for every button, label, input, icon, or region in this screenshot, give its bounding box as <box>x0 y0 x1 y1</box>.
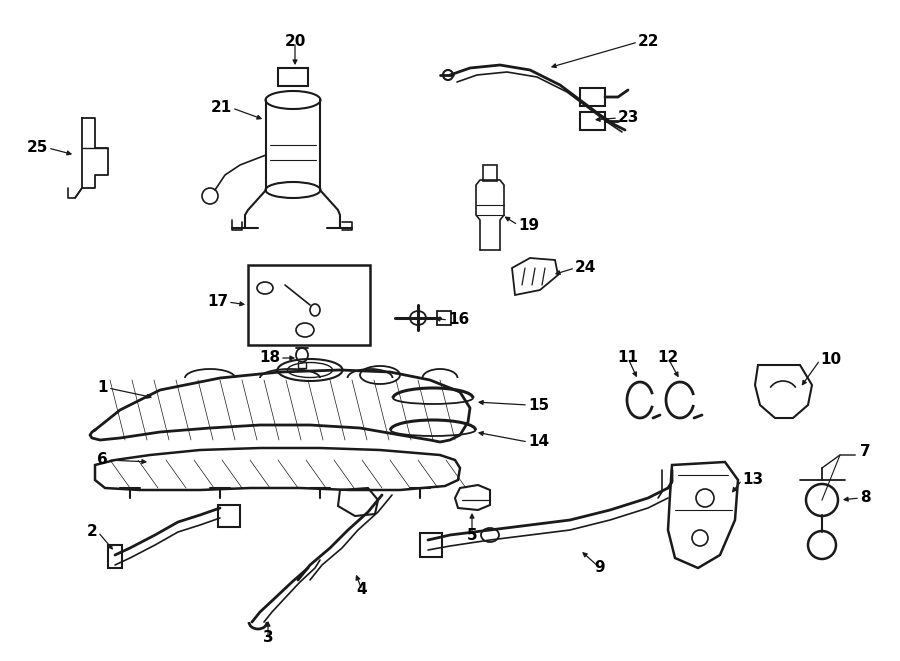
Text: 9: 9 <box>595 561 606 576</box>
Bar <box>218 505 240 527</box>
Text: 6: 6 <box>97 453 108 467</box>
Text: 21: 21 <box>211 100 232 116</box>
Text: 25: 25 <box>27 141 48 155</box>
Text: 18: 18 <box>259 350 280 366</box>
Text: 20: 20 <box>284 34 306 50</box>
Bar <box>278 68 308 86</box>
Text: 19: 19 <box>518 217 539 233</box>
Text: 14: 14 <box>528 434 549 449</box>
Bar <box>580 112 605 130</box>
Text: 3: 3 <box>263 631 274 646</box>
Text: 8: 8 <box>860 490 870 506</box>
Bar <box>580 88 605 106</box>
Text: 4: 4 <box>356 582 367 598</box>
Text: 23: 23 <box>618 110 639 126</box>
Text: 13: 13 <box>742 473 763 488</box>
Text: 12: 12 <box>657 350 679 366</box>
Text: 2: 2 <box>87 524 98 539</box>
Text: 10: 10 <box>820 352 842 368</box>
Text: 24: 24 <box>575 260 597 276</box>
Text: 5: 5 <box>467 527 477 543</box>
Bar <box>248 265 370 345</box>
Text: 7: 7 <box>860 444 870 459</box>
Bar <box>437 311 451 325</box>
Bar <box>420 533 442 557</box>
Text: 1: 1 <box>97 381 108 395</box>
Text: 15: 15 <box>528 397 549 412</box>
Text: 17: 17 <box>207 295 228 309</box>
Text: 16: 16 <box>448 313 469 327</box>
Text: 22: 22 <box>638 34 660 50</box>
Text: 11: 11 <box>617 350 638 366</box>
Bar <box>483 165 497 181</box>
